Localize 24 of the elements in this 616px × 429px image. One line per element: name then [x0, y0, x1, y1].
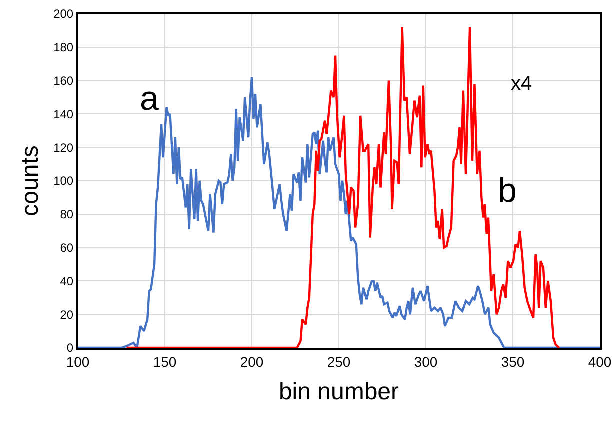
x-tick-label: 150: [153, 354, 177, 370]
y-tick-label: 60: [60, 241, 74, 255]
x-tick-label: 400: [588, 354, 612, 370]
x-axis-title: bin number: [278, 378, 400, 406]
line-series: [126, 26, 560, 348]
series-label: a: [140, 80, 159, 118]
line-series: [78, 76, 600, 348]
y-tick-label: 140: [54, 107, 74, 122]
x-tick-label: 300: [414, 354, 438, 370]
y-tick-label: 20: [60, 308, 74, 322]
annotation: x4: [511, 73, 532, 95]
x-tick-label: 350: [501, 354, 525, 370]
y-tick-label: 100: [54, 174, 74, 188]
y-tick-label: 160: [54, 74, 74, 88]
y-tick-label: 120: [54, 140, 74, 155]
y-tick-label: 40: [60, 274, 74, 288]
y-tick-label: 200: [54, 7, 74, 22]
y-tick-label: 0: [66, 341, 74, 356]
series-label: b: [498, 172, 517, 210]
y-tick-label: 180: [54, 40, 74, 55]
x-tick-label: 200: [240, 354, 264, 370]
x-tick-label: 250: [327, 354, 351, 370]
y-axis-title: counts: [17, 146, 44, 216]
y-tick-label: 80: [60, 208, 74, 222]
